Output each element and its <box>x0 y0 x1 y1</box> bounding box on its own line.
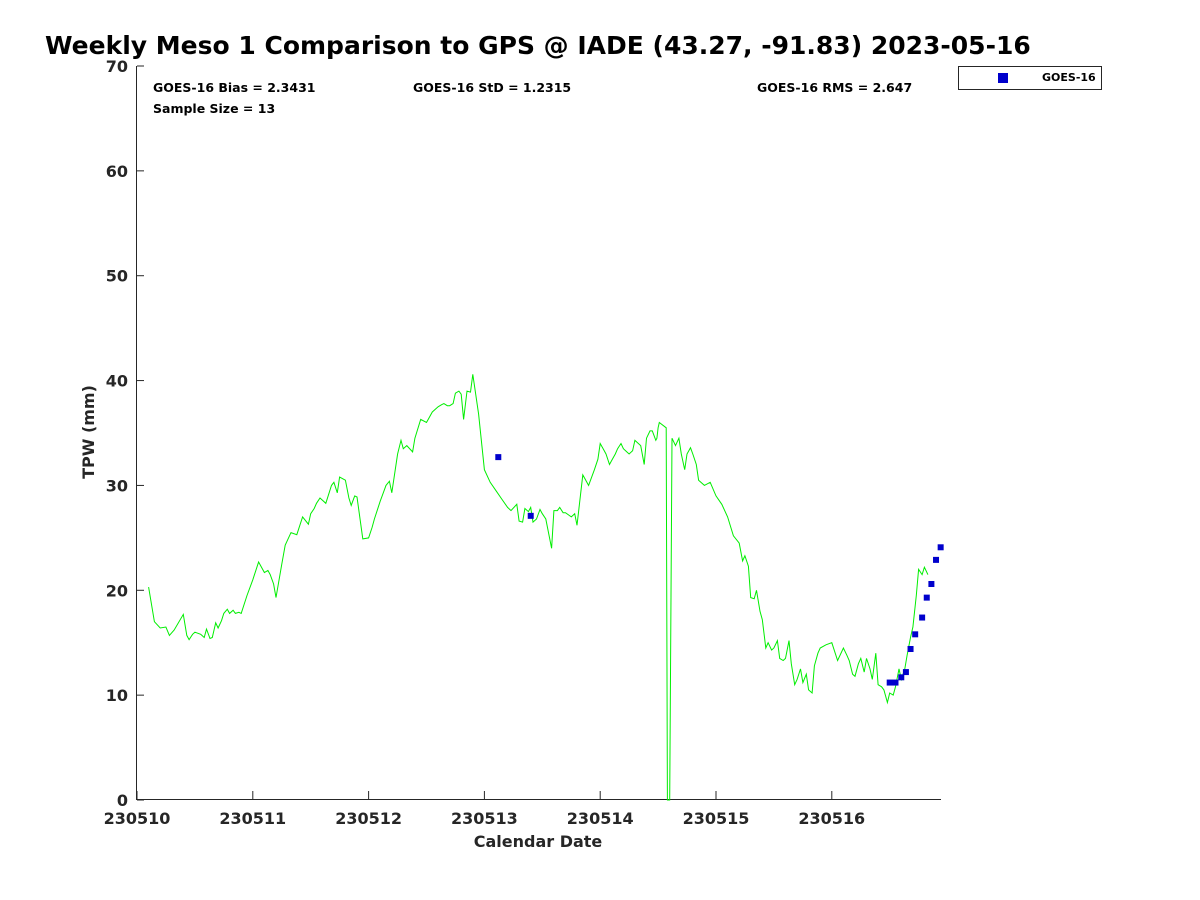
x-axis-ticks: 230510 230511 230512 230513 230514 230515 2305… <box>104 791 865 828</box>
y-tick-label: 30 <box>106 476 128 495</box>
y-axis-ticks: 0 10 20 30 40 50 60 70 <box>106 57 144 810</box>
legend-box <box>958 66 1102 90</box>
goes16-point <box>923 594 930 601</box>
x-tick-label: 230516 <box>798 809 865 828</box>
x-tick-label: 230514 <box>567 809 634 828</box>
goes16-point <box>495 454 502 461</box>
sample-size-stat: Sample Size = 13 <box>153 101 275 116</box>
x-tick-label: 230512 <box>335 809 402 828</box>
y-tick-label: 70 <box>106 57 128 76</box>
y-tick-label: 0 <box>117 791 128 810</box>
bias-stat: GOES-16 Bias = 2.3431 <box>153 80 315 95</box>
goes16-point <box>898 674 905 681</box>
legend-label-goes16: GOES-16 <box>1042 71 1096 84</box>
goes16-point <box>527 512 534 519</box>
x-tick-label: 230513 <box>451 809 518 828</box>
chart-title: Weekly Meso 1 Comparison to GPS @ IADE (… <box>45 31 1031 60</box>
gps-tpw-line <box>148 374 929 801</box>
rms-stat: GOES-16 RMS = 2.647 <box>757 80 912 95</box>
goes16-point <box>886 679 893 686</box>
y-tick-label: 20 <box>106 581 128 600</box>
y-tick-label: 60 <box>106 162 128 181</box>
y-tick-label: 50 <box>106 267 128 286</box>
x-tick-label: 230515 <box>683 809 750 828</box>
legend-marker-goes16 <box>998 73 1008 83</box>
plot-area <box>148 374 944 801</box>
std-stat: GOES-16 StD = 1.2315 <box>413 80 571 95</box>
x-tick-label: 230511 <box>219 809 286 828</box>
goes16-point <box>928 580 935 587</box>
goes16-point <box>892 679 899 686</box>
y-tick-label: 10 <box>106 686 128 705</box>
x-axis-label: Calendar Date <box>474 832 603 851</box>
goes16-point <box>912 631 919 638</box>
goes16-point <box>907 646 914 653</box>
x-tick-label: 230510 <box>104 809 171 828</box>
goes16-point <box>937 544 944 551</box>
legend: GOES-16 <box>958 66 1102 90</box>
goes16-point <box>933 556 940 563</box>
goes16-point <box>919 614 926 621</box>
y-axis-label: TPW (mm) <box>79 385 98 479</box>
y-tick-label: 40 <box>106 372 128 391</box>
goes16-point <box>902 669 909 676</box>
